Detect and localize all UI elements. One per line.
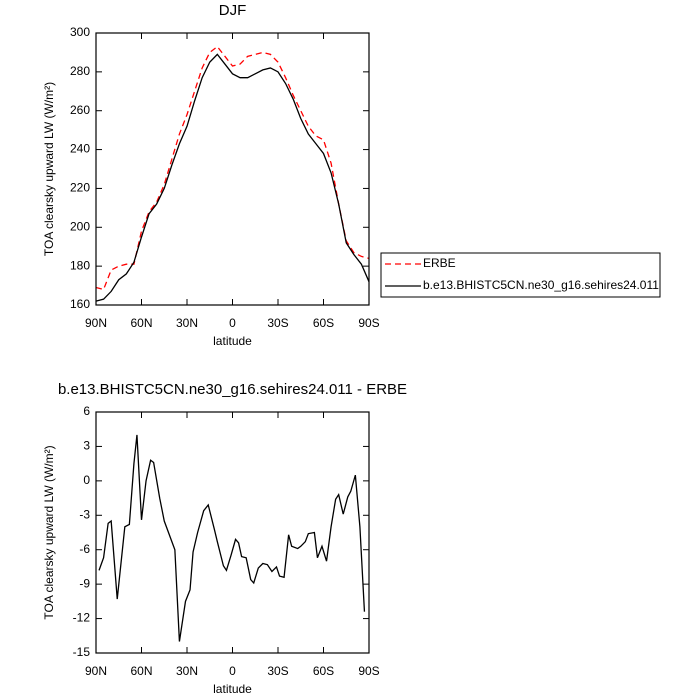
legend: ERBE b.e13.BHISTC5CN.ne30_g16.sehires24.0… bbox=[380, 252, 661, 298]
y-tick-label: 200 bbox=[70, 219, 90, 233]
y-tick-label: -6 bbox=[79, 542, 90, 556]
x-tick-label: 30N bbox=[176, 664, 198, 678]
x-axis-label: latitude bbox=[213, 334, 252, 348]
x-tick-label: 90S bbox=[358, 664, 379, 678]
x-tick-label: 60N bbox=[130, 316, 152, 330]
y-tick-label: 6 bbox=[83, 404, 90, 418]
legend-box bbox=[380, 252, 661, 298]
data-line bbox=[95, 53, 370, 302]
y-tick-label: 260 bbox=[70, 103, 90, 117]
y-tick-label: -12 bbox=[73, 611, 91, 625]
data-line bbox=[95, 45, 370, 291]
legend-label: b.e13.BHISTC5CN.ne30_g16.sehires24.011 bbox=[423, 278, 659, 292]
y-tick-label: 220 bbox=[70, 181, 90, 195]
x-tick-label: 60S bbox=[313, 316, 334, 330]
y-tick-label: 300 bbox=[70, 25, 90, 39]
x-tick-label: 90N bbox=[85, 664, 107, 678]
legend-label: ERBE bbox=[423, 256, 456, 270]
y-axis-label: TOA clearsky upward LW (W/m²) bbox=[42, 82, 56, 256]
y-tick-label: -9 bbox=[79, 576, 90, 590]
x-tick-label: 60S bbox=[313, 664, 334, 678]
data-line bbox=[98, 434, 366, 642]
x-tick-label: 30N bbox=[176, 316, 198, 330]
y-tick-label: -3 bbox=[79, 507, 90, 521]
plot-frame bbox=[95, 32, 370, 306]
y-tick-label: 3 bbox=[83, 439, 90, 453]
chart-title: DJF bbox=[219, 2, 247, 19]
x-tick-label: 30S bbox=[267, 316, 288, 330]
x-tick-label: 0 bbox=[229, 316, 236, 330]
y-tick-label: 160 bbox=[70, 297, 90, 311]
x-axis-label: latitude bbox=[213, 682, 252, 696]
plot-frame bbox=[95, 411, 370, 654]
x-tick-label: 0 bbox=[229, 664, 236, 678]
y-tick-label: -15 bbox=[73, 645, 91, 659]
y-tick-label: 0 bbox=[83, 473, 90, 487]
x-tick-label: 90S bbox=[358, 316, 379, 330]
x-tick-label: 60N bbox=[130, 664, 152, 678]
y-tick-label: 180 bbox=[70, 258, 90, 272]
y-tick-label: 280 bbox=[70, 64, 90, 78]
x-tick-label: 90N bbox=[85, 316, 107, 330]
y-tick-label: 240 bbox=[70, 142, 90, 156]
chart-title: b.e13.BHISTC5CN.ne30_g16.sehires24.011 -… bbox=[58, 381, 407, 398]
y-axis-label: TOA clearsky upward LW (W/m²) bbox=[42, 445, 56, 619]
x-tick-label: 30S bbox=[267, 664, 288, 678]
